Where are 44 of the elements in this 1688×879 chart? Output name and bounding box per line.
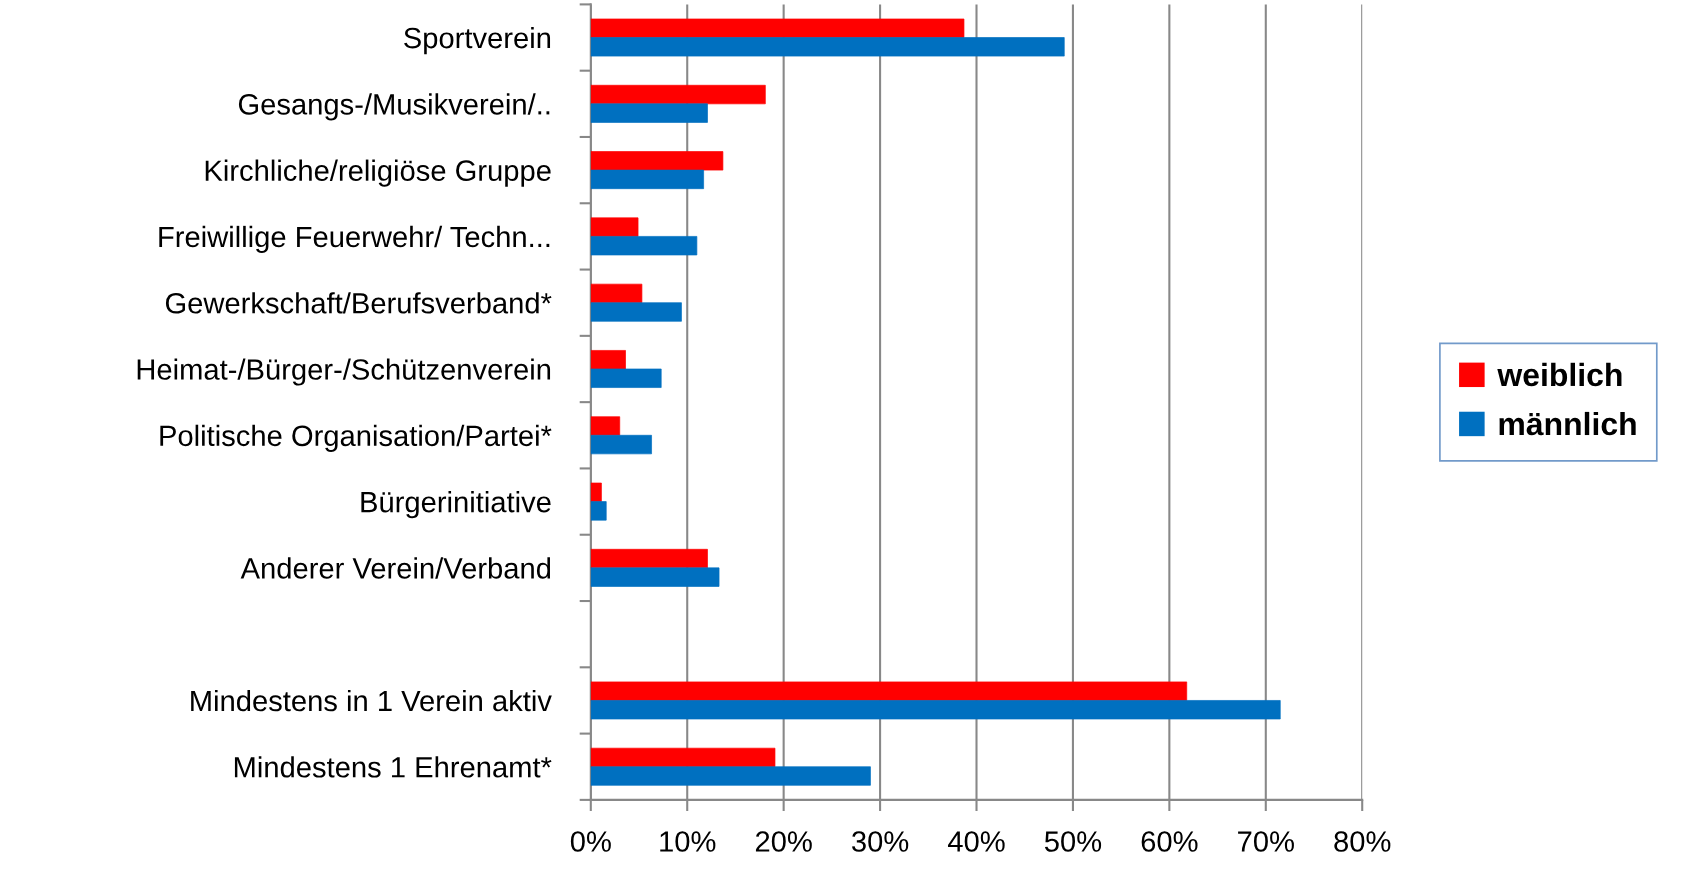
y-tick-label: Freiwillige Feuerwehr/ Techn...: [159, 225, 550, 254]
legend-label: männlich: [1499, 411, 1636, 436]
bar: [590, 302, 682, 322]
bar: [590, 681, 1188, 701]
bar: [590, 283, 643, 304]
bar: [590, 236, 698, 256]
x-tick-label: 0%: [570, 831, 611, 852]
y-tick-label: Politische Organisation/Partei*: [160, 424, 552, 452]
bar: [590, 548, 708, 569]
bar: [590, 37, 1065, 57]
bar: [590, 169, 704, 190]
bar: [590, 747, 776, 768]
x-tick-label: 10%: [660, 831, 716, 852]
y-tick-label: Gesangs-/Musikverein/..: [238, 93, 550, 121]
bar: [590, 217, 639, 237]
bar: [590, 434, 652, 455]
bar: [590, 368, 662, 388]
bar: [590, 103, 708, 123]
x-tick-label: 20%: [755, 831, 812, 852]
x-tick-label: 50%: [1044, 831, 1102, 852]
x-tick-label: 40%: [947, 831, 1005, 852]
bar: [590, 350, 626, 370]
bar: [590, 18, 965, 38]
legend-label: weiblich: [1497, 362, 1622, 387]
bar: [590, 766, 871, 786]
bar: [590, 567, 720, 587]
x-tick-label: 80%: [1334, 831, 1391, 852]
x-tick-label: 60%: [1141, 831, 1198, 852]
y-tick-label: Sportverein: [404, 26, 551, 55]
y-tick-label: Gewerkschaft/Berufsverband*: [165, 292, 552, 314]
y-tick-label: Bürgerinitiative: [361, 491, 551, 519]
bar: [590, 151, 724, 171]
bar: [590, 416, 621, 436]
y-tick-label: Heimat-/Bürger-/Schützenverein: [137, 358, 551, 386]
x-tick-label: 30%: [852, 831, 909, 852]
x-tick-label: 70%: [1238, 831, 1294, 852]
y-tick-label: Anderer Verein/Verband: [240, 557, 551, 579]
bar: [590, 84, 766, 105]
bar: [590, 700, 1281, 720]
bar: [590, 482, 602, 502]
y-tick-label: Kirchliche/religiöse Gruppe: [205, 159, 551, 187]
bar: [590, 501, 607, 521]
y-tick-label: Mindestens 1 Ehrenamt*: [234, 756, 552, 778]
y-tick-label: Mindestens in 1 Verein aktiv: [191, 689, 552, 712]
